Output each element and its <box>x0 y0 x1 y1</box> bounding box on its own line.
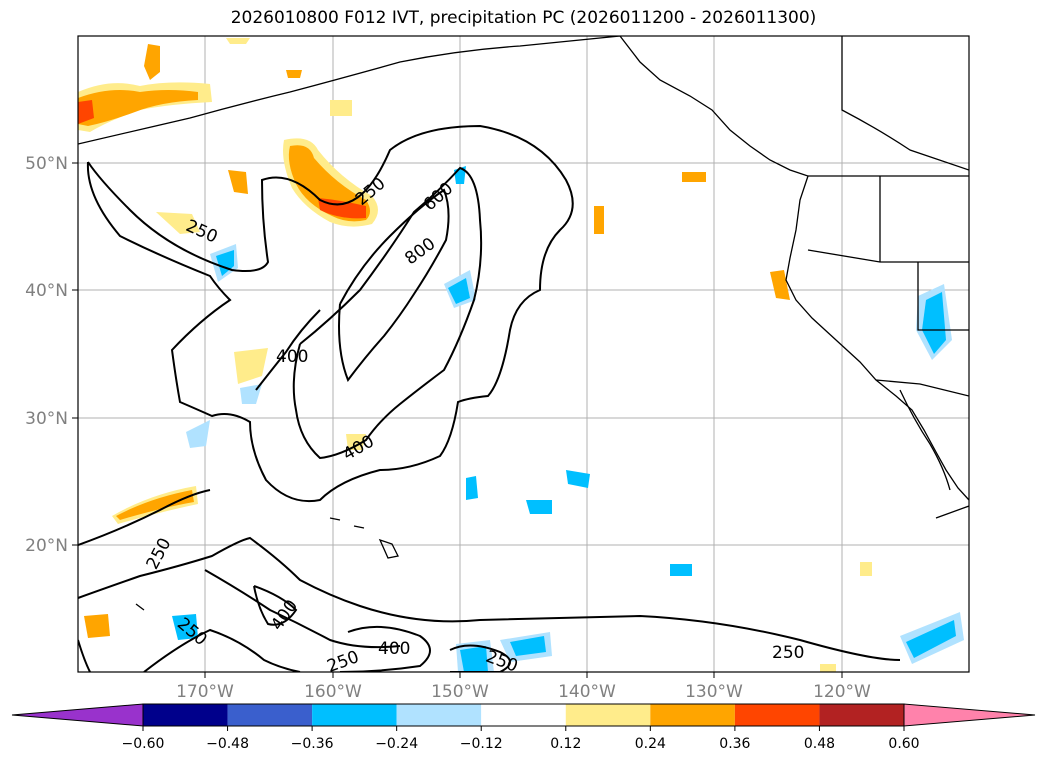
precip-patch <box>144 44 160 80</box>
lat-label-30n: 30°N <box>25 409 68 429</box>
contour-400-small <box>253 585 298 626</box>
contour-400 <box>292 166 483 460</box>
baja-coast <box>899 389 951 491</box>
precip-patch <box>860 562 872 576</box>
contour-250 <box>86 124 574 502</box>
precip-patch <box>234 348 268 384</box>
lon-label-150w: 150°W <box>431 682 489 702</box>
lon-labels: 170°W 160°W 150°W 140°W 130°W 120°W <box>176 682 871 702</box>
mexico-coast <box>935 505 969 519</box>
colorbar-segment <box>734 704 820 726</box>
colorbar-tick-label: 0.12 <box>550 736 581 752</box>
precip-patch <box>466 476 478 500</box>
map-frame <box>77 35 970 673</box>
colorbar-segment <box>650 704 735 726</box>
colorbar-tick-label: −0.24 <box>375 736 418 752</box>
colorbar-outline <box>142 703 905 727</box>
colorbar-tick-label: −0.60 <box>122 736 165 752</box>
colorbar-segment <box>312 704 397 726</box>
contour-250-se <box>449 644 511 672</box>
contour-label: 400 <box>276 347 308 367</box>
contour-250-sw <box>143 628 301 672</box>
island <box>135 603 145 611</box>
precip-patch <box>906 620 956 658</box>
lon-label-160w: 160°W <box>304 682 362 702</box>
precip-patch <box>78 90 198 126</box>
aleutian-coast <box>78 36 621 145</box>
colorbar-tick-label: −0.48 <box>206 736 249 752</box>
precip-patch <box>510 636 546 656</box>
precip-patch <box>78 100 94 124</box>
axis-ticks <box>72 162 843 678</box>
precip-patch <box>84 614 110 638</box>
precip-patch <box>922 292 946 354</box>
colorbar-segment <box>565 704 651 726</box>
colorbar: −0.60 −0.48 −0.36 −0.24 −0.12 0.12 0.24 0.36 0.4… <box>11 703 1036 752</box>
lon-label-140w: 140°W <box>558 682 616 702</box>
precip-patch <box>820 664 836 672</box>
ivt-contours <box>78 124 901 672</box>
contour-400-band <box>204 569 401 649</box>
contour-400-inner <box>255 309 321 391</box>
colorbar-segment <box>143 704 228 726</box>
colorbar-tick-label: 0.48 <box>804 736 835 752</box>
precip-patch <box>116 490 194 520</box>
hawaii-island <box>329 517 341 521</box>
colorbar-segment <box>481 704 566 726</box>
contour-250-mid <box>339 625 431 672</box>
lon-label-130w: 130°W <box>685 682 743 702</box>
colorbar-extend-min <box>11 703 144 727</box>
contour-250-south <box>78 489 211 546</box>
precip-patch <box>460 646 488 672</box>
colorbar-tick-label: 0.36 <box>719 736 750 752</box>
contour-label: 400 <box>378 639 410 659</box>
contour-250-left <box>78 639 91 672</box>
coastlines <box>78 36 969 611</box>
contour-label: 250 <box>772 643 804 663</box>
hawaii-island <box>378 538 399 559</box>
lat-labels: 50°N 40°N 30°N 20°N <box>25 154 68 556</box>
lon-label-170w: 170°W <box>176 682 234 702</box>
precip-patch <box>330 100 352 116</box>
hawaii-island <box>353 525 365 529</box>
north-america-coast <box>619 36 969 501</box>
gridlines <box>78 36 969 672</box>
map-background <box>78 36 969 672</box>
precip-patch <box>594 206 604 234</box>
precip-patch <box>156 212 200 234</box>
contour-250-band <box>78 536 901 661</box>
precip-patch <box>172 614 198 640</box>
map-title: 2026010800 F012 IVT, precipitation PC (2… <box>230 8 817 28</box>
colorbar-segment <box>396 704 482 726</box>
precip-patch <box>186 420 210 448</box>
canada-boundary <box>841 36 969 171</box>
lat-label-40n: 40°N <box>25 281 68 301</box>
lat-label-20n: 20°N <box>25 536 68 556</box>
colorbar-tick-label: 0.24 <box>635 736 666 752</box>
colorbar-segment <box>819 704 904 726</box>
precip-patch <box>670 564 692 576</box>
lon-label-120w: 120°W <box>813 682 871 702</box>
precip-patch <box>566 470 590 488</box>
colorbar-tick-label: 0.60 <box>888 736 919 752</box>
colorbar-tick-label: −0.12 <box>460 736 503 752</box>
state-border <box>917 262 969 331</box>
contour-600 <box>338 188 450 383</box>
colorbar-tick-label: −0.36 <box>291 736 334 752</box>
precip-patch <box>346 434 366 450</box>
lat-label-50n: 50°N <box>25 154 68 174</box>
precip-patch <box>226 38 250 44</box>
precip-patch <box>448 278 470 304</box>
colorbar-segment <box>227 704 313 726</box>
precip-patch <box>526 500 552 514</box>
us-mexico-border <box>875 379 969 397</box>
precip-patch <box>682 172 706 182</box>
precip-patch <box>770 270 790 300</box>
colorbar-extend-max <box>903 703 1036 727</box>
precip-patch <box>228 170 248 194</box>
precip-patch <box>286 70 302 78</box>
